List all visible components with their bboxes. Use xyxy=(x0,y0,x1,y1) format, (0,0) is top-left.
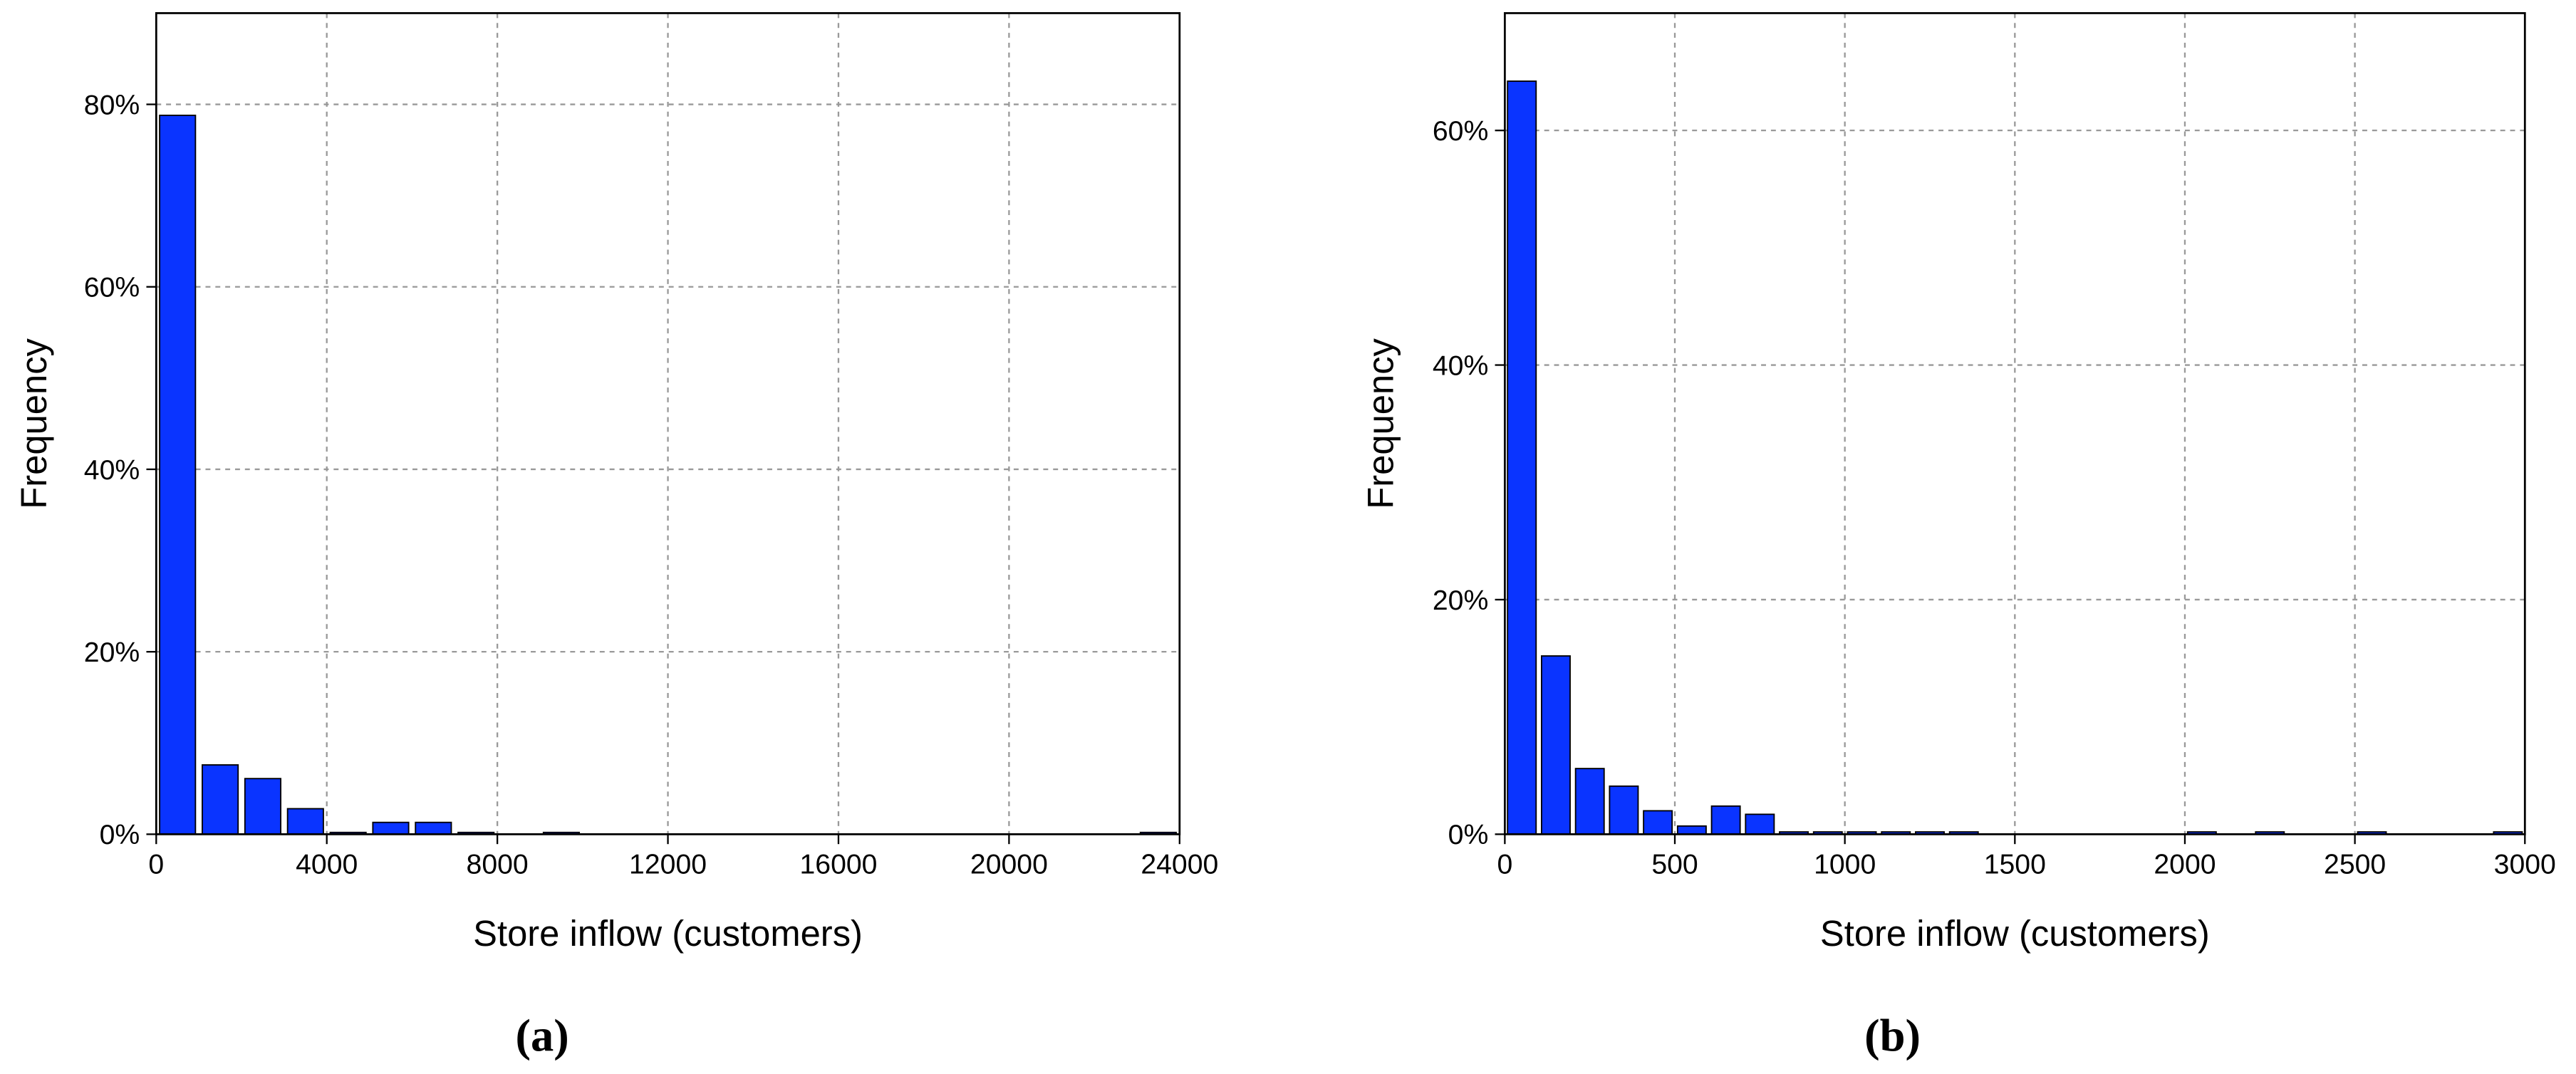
x-tick-label: 0 xyxy=(1497,850,1512,880)
x-tick-label: 16000 xyxy=(799,850,877,880)
y-tick-label: 20% xyxy=(84,637,140,668)
y-tick-label: 0% xyxy=(1448,820,1489,850)
x-tick-label: 1000 xyxy=(1814,850,1876,880)
x-tick-label: 0 xyxy=(148,850,164,880)
bar xyxy=(1507,80,1537,835)
x-tick-label: 1500 xyxy=(1984,850,2046,880)
x-tick-label: 24000 xyxy=(1141,850,1218,880)
y-tick-label: 60% xyxy=(1433,116,1488,147)
x-tick-label: 3000 xyxy=(2494,850,2556,880)
bar xyxy=(372,821,410,835)
bar xyxy=(1643,810,1673,835)
bar xyxy=(1609,785,1639,835)
y-tick-label: 0% xyxy=(100,820,140,850)
y-axis-label: Frequency xyxy=(1361,338,1401,509)
bar xyxy=(286,808,324,835)
bar xyxy=(1574,768,1605,835)
y-tick-label: 20% xyxy=(1433,585,1488,616)
y-tick-label: 40% xyxy=(1433,350,1488,381)
bar xyxy=(159,114,197,835)
y-tick-label: 40% xyxy=(84,455,140,486)
x-tick-label: 4000 xyxy=(296,850,358,880)
y-tick-label: 60% xyxy=(84,273,140,303)
y-axis-label: Frequency xyxy=(14,338,54,509)
x-tick-label: 8000 xyxy=(467,850,529,880)
bar xyxy=(1676,825,1707,835)
plot-frame xyxy=(1503,12,2526,835)
bar xyxy=(1540,655,1571,835)
bar xyxy=(202,764,239,835)
bar xyxy=(244,778,281,835)
bar xyxy=(1710,805,1741,835)
bar xyxy=(1745,813,1775,835)
caption: (a) xyxy=(516,1010,569,1062)
x-tick-label: 20000 xyxy=(970,850,1048,880)
bar xyxy=(415,821,452,835)
x-tick-label: 12000 xyxy=(629,850,707,880)
x-tick-label: 2500 xyxy=(2324,850,2386,880)
x-tick-label: 2000 xyxy=(2154,850,2216,880)
x-axis-label: Store inflow (customers) xyxy=(1820,913,2210,954)
x-axis-label: Store inflow (customers) xyxy=(473,913,863,954)
y-tick-label: 80% xyxy=(84,90,140,120)
caption: (b) xyxy=(1864,1010,1921,1062)
x-tick-label: 500 xyxy=(1651,850,1698,880)
plot-frame xyxy=(155,12,1181,835)
